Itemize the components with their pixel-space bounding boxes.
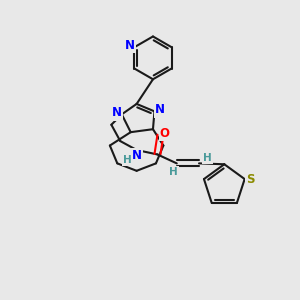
Text: O: O	[160, 127, 170, 140]
Text: N: N	[132, 149, 142, 162]
Text: N: N	[125, 39, 135, 52]
Text: N: N	[111, 106, 122, 119]
Text: N: N	[155, 103, 165, 116]
Text: H: H	[203, 153, 212, 163]
Text: H: H	[169, 167, 178, 177]
Text: H: H	[123, 155, 132, 165]
Text: S: S	[246, 172, 254, 186]
